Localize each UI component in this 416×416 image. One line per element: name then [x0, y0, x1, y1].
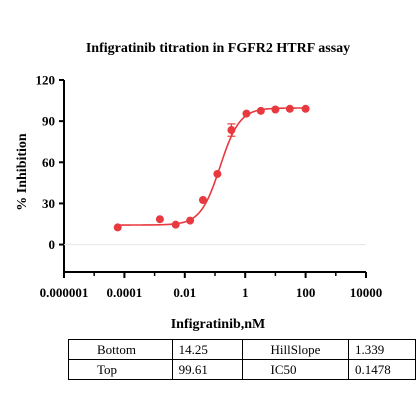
data-point — [171, 220, 180, 229]
data-point — [242, 109, 251, 118]
x-tick-label: 1 — [242, 285, 249, 300]
param-value-cell: 1.339 — [348, 339, 416, 360]
data-point — [155, 215, 164, 224]
param-name-cell: Bottom — [68, 339, 173, 360]
data-point — [256, 106, 265, 115]
chart-title: Infigratinib titration in FGFR2 HTRF ass… — [86, 41, 350, 56]
y-tick-label: 30 — [42, 196, 55, 211]
data-point — [227, 126, 236, 135]
x-tick-label: 0.000001 — [40, 285, 89, 300]
fit-curve-line — [116, 107, 308, 226]
x-tick-label: 0.01 — [173, 285, 196, 300]
data-point — [186, 216, 195, 225]
param-value-cell: 14.25 — [171, 339, 243, 360]
data-point — [113, 223, 122, 232]
param-value-cell: 99.61 — [171, 359, 243, 380]
x-tick-label: 0.0001 — [107, 285, 143, 300]
data-point — [301, 104, 310, 113]
y-tick-label: 90 — [42, 114, 55, 129]
data-point — [198, 196, 207, 204]
x-tick-label: 100 — [296, 285, 316, 300]
y-tick-label: 120 — [36, 73, 56, 88]
param-name-cell: Top — [68, 359, 173, 380]
param-name-cell: IC50 — [241, 359, 350, 380]
x-axis-label: Infigratinib,nM — [171, 317, 266, 332]
y-tick-label: 60 — [42, 155, 55, 170]
table-row: Top 99.61 IC50 0.1478 — [68, 359, 416, 380]
fit-parameters-table: Bottom 14.25 HillSlope 1.339 Top 99.61 I… — [68, 339, 416, 380]
param-name-cell: HillSlope — [241, 339, 350, 360]
data-point — [271, 105, 280, 114]
y-tick-label: 0 — [49, 237, 56, 252]
y-axis-label: % Inhibition — [15, 133, 30, 211]
x-tick-label: 10000 — [350, 285, 383, 300]
data-point — [213, 169, 222, 178]
data-point — [285, 104, 294, 113]
param-value-cell: 0.1478 — [348, 359, 416, 380]
table-row: Bottom 14.25 HillSlope 1.339 — [68, 339, 416, 360]
